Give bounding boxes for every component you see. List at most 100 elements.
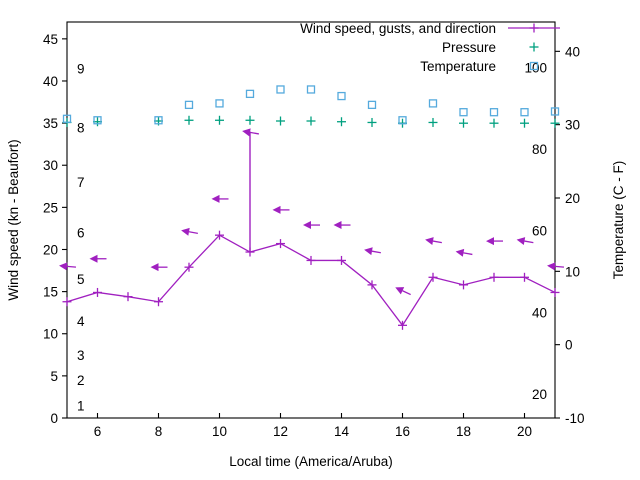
arrow-head bbox=[272, 205, 281, 214]
temperature-point bbox=[245, 89, 255, 99]
temperature-point bbox=[520, 108, 529, 117]
beaufort-label: 3 bbox=[77, 348, 85, 363]
chart-legend[interactable]: Wind speed, gusts, and direction Pressure… bbox=[300, 21, 560, 74]
wind-direction-arrow bbox=[395, 287, 411, 296]
fahrenheit-label: 40 bbox=[532, 305, 547, 320]
x-tick-label: 8 bbox=[155, 424, 163, 439]
temperature-point bbox=[398, 116, 407, 125]
legend-label-2[interactable]: Temperature bbox=[420, 59, 496, 74]
y-tick-label: 35 bbox=[43, 116, 58, 131]
wind-direction-arrow bbox=[333, 221, 351, 230]
y-tick-label: 40 bbox=[43, 74, 58, 89]
temperature-point bbox=[184, 100, 194, 110]
arrow-head bbox=[211, 194, 220, 203]
arrow-head bbox=[181, 227, 190, 236]
arrow-head bbox=[89, 254, 98, 263]
wind-direction-arrow bbox=[211, 194, 229, 203]
arrow-head bbox=[303, 221, 311, 230]
y2-tick-label: 30 bbox=[565, 118, 580, 133]
y-axis-ticks: 0 5 10 15 20 25 30 35 40 45 bbox=[43, 32, 67, 426]
arrow-shaft bbox=[188, 231, 198, 234]
arrow-head bbox=[150, 263, 159, 272]
x-tick-label: 14 bbox=[334, 424, 350, 439]
x-tick-label: 12 bbox=[273, 424, 288, 439]
wind-direction-arrow bbox=[364, 247, 381, 256]
arrow-head bbox=[516, 237, 526, 246]
arrow-head bbox=[455, 248, 465, 257]
arrow-head bbox=[395, 287, 405, 295]
wind-direction-arrow bbox=[547, 262, 565, 271]
arrow-shaft bbox=[249, 131, 259, 135]
wind-direction-arrow bbox=[59, 262, 77, 271]
beaufort-label: 2 bbox=[77, 373, 85, 388]
temperature-point bbox=[154, 116, 163, 125]
x-tick-label: 6 bbox=[94, 424, 102, 439]
y-tick-label: 10 bbox=[43, 327, 58, 342]
temperature-series bbox=[62, 85, 560, 125]
temperature-point bbox=[367, 100, 377, 110]
arrow-head bbox=[425, 237, 434, 246]
wind-direction-arrow bbox=[516, 237, 534, 246]
x-tick-label: 18 bbox=[456, 424, 471, 439]
legend-label-1[interactable]: Pressure bbox=[442, 40, 496, 55]
y2-tick-label: -10 bbox=[565, 411, 585, 426]
wind-direction-arrow bbox=[181, 227, 198, 236]
arrow-head bbox=[242, 128, 251, 137]
legend-label-0[interactable]: Wind speed, gusts, and direction bbox=[300, 21, 496, 36]
y2-tick-label: 20 bbox=[565, 191, 580, 206]
arrow-shaft bbox=[402, 290, 411, 296]
x-tick-label: 20 bbox=[517, 424, 532, 439]
y2-tick-label: 10 bbox=[565, 264, 580, 279]
y-tick-label: 20 bbox=[43, 242, 58, 257]
arrow-shaft bbox=[554, 265, 565, 268]
fahrenheit-label: 80 bbox=[532, 142, 547, 157]
fahrenheit-label: 20 bbox=[532, 387, 547, 402]
y-tick-label: 25 bbox=[43, 200, 58, 215]
y-tick-label: 45 bbox=[43, 32, 58, 47]
y2-tick-label: 0 bbox=[565, 338, 573, 353]
arrow-shaft bbox=[432, 240, 442, 244]
fahrenheit-label: 60 bbox=[532, 223, 547, 238]
x-axis-ticks: 6 8 10 12 14 16 18 20 bbox=[94, 413, 532, 439]
beaufort-label: 4 bbox=[77, 314, 85, 329]
arrow-shaft bbox=[463, 252, 473, 256]
plot-frame bbox=[66, 21, 556, 419]
temperature-point bbox=[489, 108, 499, 117]
y-tick-label: 5 bbox=[50, 369, 58, 384]
y-tick-label: 0 bbox=[50, 411, 58, 426]
temperature-point bbox=[428, 99, 438, 108]
arrow-head bbox=[364, 247, 373, 256]
temperature-point bbox=[306, 85, 316, 94]
y-tick-label: 30 bbox=[43, 158, 58, 173]
wind-direction-arrow bbox=[425, 237, 442, 246]
wind-direction-arrow bbox=[89, 254, 107, 263]
wind-direction-series bbox=[59, 128, 565, 296]
y-tick-label: 15 bbox=[43, 285, 58, 300]
legend-sample-marker bbox=[529, 61, 539, 71]
beaufort-label: 8 bbox=[77, 120, 85, 135]
beaufort-label: 1 bbox=[77, 398, 85, 413]
beaufort-label: 9 bbox=[77, 61, 85, 76]
arrow-head bbox=[59, 262, 68, 271]
y2-axis-label: Temperature (C - F) bbox=[611, 161, 626, 280]
wind-direction-arrow bbox=[486, 237, 503, 246]
x-tick-label: 10 bbox=[212, 424, 227, 439]
arrow-shaft bbox=[66, 265, 77, 268]
beaufort-scale-labels: 1 2 3 4 5 6 7 8 9 bbox=[77, 61, 85, 413]
y2-tick-label: 40 bbox=[565, 44, 580, 59]
temperature-point bbox=[276, 85, 285, 94]
beaufort-label: 5 bbox=[77, 272, 85, 287]
beaufort-label: 6 bbox=[77, 226, 85, 241]
beaufort-label: 7 bbox=[77, 175, 85, 190]
wind-direction-arrow bbox=[150, 263, 168, 272]
y-axis-label: Wind speed (kn - Beaufort) bbox=[6, 139, 21, 300]
wind-direction-arrow bbox=[242, 128, 259, 137]
x-axis-label: Local time (America/Aruba) bbox=[229, 454, 393, 469]
temperature-point bbox=[550, 107, 560, 116]
arrow-head bbox=[486, 237, 494, 246]
temperature-point bbox=[93, 116, 102, 125]
y2-axis-ticks: -10 0 10 20 30 40 bbox=[555, 44, 585, 426]
